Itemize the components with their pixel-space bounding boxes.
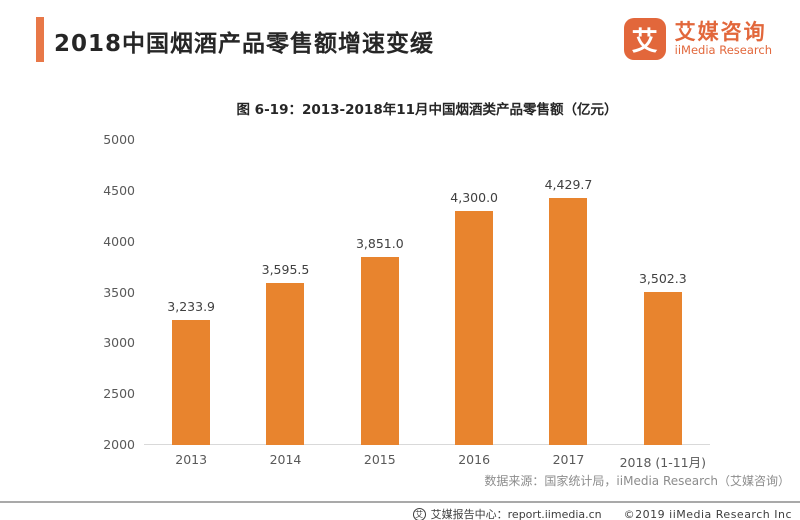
bar — [266, 282, 305, 445]
bar-group: 3,233.9 — [144, 299, 238, 445]
page-title: 2018中国烟酒产品零售额增速变缓 — [54, 31, 435, 57]
logo-name-cn: 艾媒咨询 — [674, 20, 767, 45]
footer-report-center: 艾媒报告中心：report.iimedia.cn — [430, 508, 602, 520]
y-tick-label: 5000 — [103, 132, 135, 147]
y-tick-label: 4000 — [103, 233, 135, 249]
x-axis-labels: 2013 2014 2015 2016 2017 2018 (1-11月) — [144, 452, 710, 471]
bar-value-label: 3,233.9 — [167, 298, 216, 314]
bar-value-label: 3,502.3 — [638, 271, 687, 287]
y-tick-label: 3000 — [103, 335, 135, 351]
bar — [455, 211, 494, 445]
footer-copyright: ©2019 iiMedia Research Inc — [623, 507, 792, 520]
data-source-note: 数据来源：国家统计局，iiMedia Research（艾媒咨询） — [484, 474, 790, 488]
bar — [360, 256, 399, 445]
footer-separator — [0, 501, 800, 503]
iimedia-footer-icon: 艾 — [412, 507, 426, 520]
plot-area: 3,233.9 3,595.5 3,851.0 4,300.0 4,429.7 3,502… — [144, 140, 710, 445]
x-tick-label: 2015 — [363, 452, 396, 467]
bar-value-label: 4,429.7 — [544, 177, 593, 192]
logo-name-en: iiMedia Research — [674, 43, 772, 58]
bar-group: 4,429.7 — [521, 177, 615, 445]
bar-value-label: 3,595.5 — [261, 261, 310, 277]
bar-group: 3,595.5 — [238, 262, 332, 445]
bar-group: 3,851.0 — [333, 236, 427, 445]
bar — [643, 292, 682, 445]
y-tick-label: 4500 — [103, 182, 135, 198]
footer: 艾 艾媒报告中心：report.iimedia.cn ©2019 iiMedia… — [412, 506, 792, 520]
x-tick-label: 2018 (1-11月) — [619, 455, 707, 470]
x-tick-label: 2014 — [269, 452, 302, 467]
bar — [549, 198, 588, 445]
bar-group: 3,502.3 — [616, 271, 710, 445]
bar — [172, 319, 211, 445]
logo-text: 艾媒咨询 iiMedia Research — [675, 20, 772, 58]
x-axis-line — [144, 444, 710, 445]
bar-value-label: 3,851.0 — [355, 235, 404, 251]
iimedia-logo: 艾 艾媒咨询 iiMedia Research — [623, 18, 772, 60]
bar-group: 4,300.0 — [427, 190, 521, 445]
x-tick-label: 2013 — [175, 452, 208, 467]
x-tick-label: 2016 — [458, 452, 491, 467]
x-tick-label: 2017 — [552, 452, 585, 467]
title-accent-bar — [36, 17, 44, 62]
y-tick-label: 2000 — [103, 437, 135, 452]
y-tick-label: 2500 — [103, 386, 135, 402]
iimedia-logo-icon: 艾 — [623, 18, 666, 60]
bar-value-label: 4,300.0 — [450, 190, 498, 206]
chart-title: 图 6-19：2013-2018年11月中国烟酒类产品零售额（亿元） — [236, 102, 618, 118]
y-tick-label: 3500 — [103, 284, 135, 300]
